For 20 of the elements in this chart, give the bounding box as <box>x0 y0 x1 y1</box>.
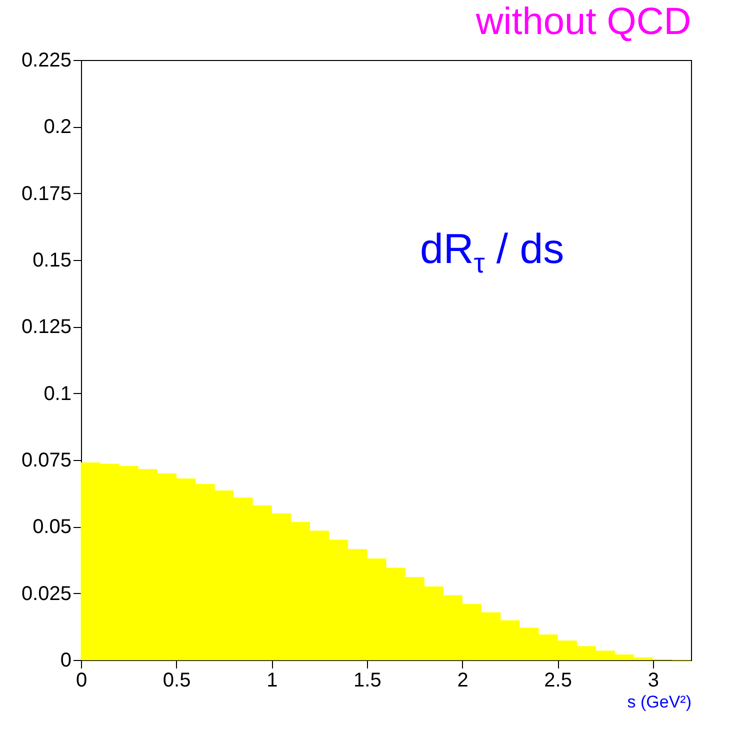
x-tick-label: 0.5 <box>162 670 191 692</box>
x-tick-label: 2 <box>457 670 468 692</box>
y-tick-label: 0.15 <box>32 250 72 272</box>
chart-title: without QCD <box>474 1 692 43</box>
x-tick-label: 3 <box>648 670 659 692</box>
x-axis-title: s (GeV²) <box>627 692 692 712</box>
y-tick-label: 0.175 <box>21 182 72 205</box>
y-tick-label: 0.225 <box>21 50 72 72</box>
y-tick-label: 0.125 <box>21 316 72 338</box>
y-tick-label: 0.2 <box>44 116 72 138</box>
annotation: dR$_{τ}$ / ds <box>420 225 564 280</box>
x-tick-label: 0 <box>76 670 88 692</box>
x-tick-label: 2.5 <box>544 670 572 692</box>
y-tick-label: 0 <box>60 650 72 672</box>
y-tick-label: 0.1 <box>44 382 72 405</box>
y-tick-label: 0.075 <box>21 450 72 472</box>
x-tick-label: 1.5 <box>354 670 382 692</box>
y-tick-label: 0.025 <box>21 582 72 605</box>
y-tick-label: 0.05 <box>32 516 72 538</box>
x-tick-label: 1 <box>266 670 278 692</box>
